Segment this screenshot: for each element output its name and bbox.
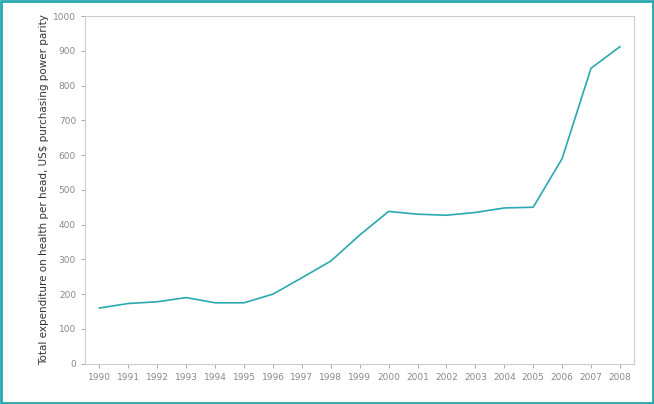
Y-axis label: Total expenditure on health per head, US$ purchasing power parity: Total expenditure on health per head, US…: [39, 15, 49, 365]
